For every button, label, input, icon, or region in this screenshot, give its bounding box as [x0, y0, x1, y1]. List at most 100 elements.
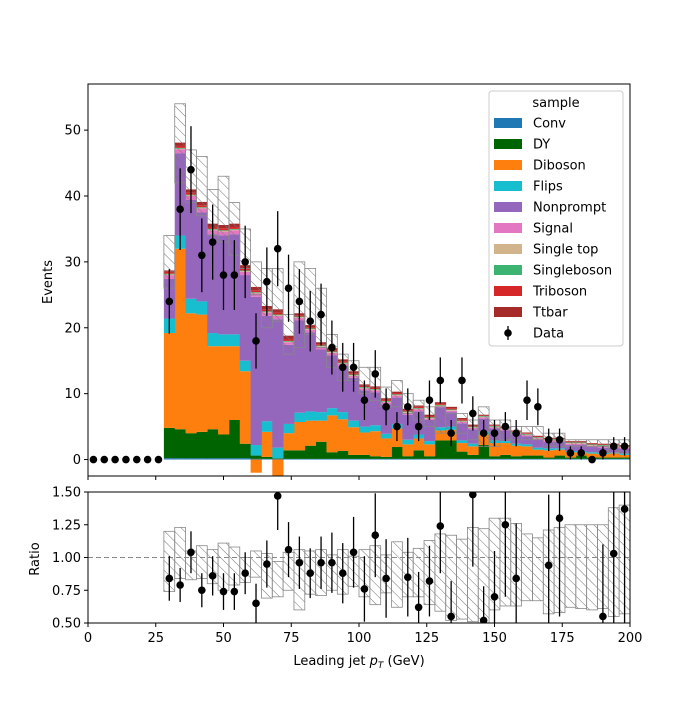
bar-nonprompt: [402, 414, 414, 440]
ratio-point: [501, 520, 510, 529]
data-point: [122, 455, 130, 464]
bar-conv: [218, 458, 230, 460]
bar-dy: [337, 450, 349, 459]
data-point: [360, 396, 369, 405]
bar-conv: [272, 458, 284, 460]
bar-diboson: [521, 446, 533, 456]
bar-flips: [218, 334, 230, 347]
bar-flips: [228, 334, 241, 347]
bar-dy: [619, 457, 630, 459]
bar-flips: [499, 441, 512, 444]
ratio-point: [165, 574, 174, 583]
uncertainty-bin: [391, 380, 403, 408]
data-point: [143, 455, 152, 464]
ratio-point: [208, 572, 217, 580]
data-point: [447, 429, 455, 437]
bar-conv: [608, 458, 620, 460]
legend-label: Nonprompt: [533, 201, 606, 216]
x-axis-label-suffix: (GeV): [383, 654, 424, 669]
series-flips: [163, 235, 630, 459]
ratio-uncertainty-bin: [532, 537, 544, 602]
bar-flips: [402, 439, 414, 445]
bar-diboson: [261, 431, 273, 457]
ratio-panel: 0.50 0.75 1.00 1.25 1.50 0 25 50 75 100 125 150 175 2…: [52, 486, 642, 647]
ratio-y-axis-label: Ratio: [28, 542, 43, 575]
legend-swatch: [494, 265, 522, 275]
data-point: [295, 297, 304, 306]
bar-single-top: [445, 410, 457, 411]
y-tick-label: 10: [64, 387, 81, 402]
data-point: [154, 455, 163, 464]
series-dy: [163, 420, 630, 459]
x-tick-label: 175: [550, 631, 575, 646]
data-point: [479, 429, 488, 437]
legend-entry-single-top: Single top: [494, 243, 598, 258]
data-point: [599, 449, 607, 457]
bar-conv: [521, 458, 533, 460]
bar-diboson: [543, 450, 555, 458]
bar-flips: [380, 433, 392, 439]
data-point: [198, 251, 206, 260]
bar-diboson: [250, 459, 262, 473]
x-tick-label: 25: [147, 631, 164, 646]
uncertainty-bin: [597, 439, 609, 447]
bar-dy: [272, 458, 284, 459]
bar-diboson: [272, 459, 284, 476]
ratio-point: [382, 574, 390, 583]
bar-diboson: [619, 454, 630, 458]
data-point: [577, 449, 586, 457]
bar-flips: [337, 412, 349, 420]
bar-diboson: [283, 433, 295, 451]
bar-signal: [315, 346, 327, 350]
bar-diboson: [489, 443, 501, 457]
bar-conv: [315, 458, 327, 460]
legend-label: Flips: [533, 180, 563, 195]
ratio-uncertainty-bin: [271, 561, 284, 598]
bar-dy: [185, 433, 197, 459]
bar-diboson: [174, 248, 186, 430]
ratio-point: [490, 593, 499, 601]
bar-flips: [261, 421, 273, 432]
legend-entry-dy: DY: [494, 138, 550, 153]
ratio-point: [425, 577, 434, 585]
ratio-point: [371, 531, 380, 540]
bar-conv: [293, 458, 306, 460]
bar-flips: [185, 298, 197, 314]
bar-flips: [283, 423, 295, 434]
ratio-point: [230, 587, 239, 596]
uncertainty-bin: [217, 175, 230, 243]
y-tick-label: 20: [64, 321, 81, 336]
bar-nonprompt: [239, 275, 251, 361]
ratio-point: [219, 587, 228, 596]
bar-dy: [359, 454, 371, 459]
bar-flips: [326, 408, 338, 416]
data-point: [501, 422, 510, 431]
uncertainty-bin: [456, 413, 468, 434]
bar-nonprompt: [586, 447, 598, 453]
bar-dy: [304, 445, 317, 459]
bar-dy: [543, 457, 555, 459]
bar-conv: [359, 458, 371, 460]
bar-diboson: [380, 438, 392, 457]
legend-swatch: [494, 181, 522, 191]
legend-swatch: [494, 202, 522, 212]
data-point: [263, 277, 271, 286]
uncertainty-bin: [195, 156, 208, 217]
legend-frame: [488, 90, 624, 347]
legend-entry-flips: Flips: [494, 180, 563, 195]
main-panel: 0 10 20 30 40 50: [64, 83, 631, 480]
stacked-bars: [163, 142, 630, 476]
legend-entry-ttbar: Ttbar: [494, 306, 568, 321]
bar-conv: [489, 458, 501, 460]
bar-conv: [499, 458, 512, 460]
bar-diboson: [369, 431, 382, 457]
legend-label: Single top: [533, 243, 598, 258]
ratio-point: [447, 612, 455, 621]
bar-diboson: [239, 371, 251, 444]
bar-dy: [380, 456, 392, 459]
legend-label: Conv: [533, 117, 566, 132]
bar-conv: [391, 458, 403, 460]
bar-flips: [315, 412, 327, 421]
ratio-point: [198, 586, 206, 595]
data-point: [490, 429, 499, 437]
